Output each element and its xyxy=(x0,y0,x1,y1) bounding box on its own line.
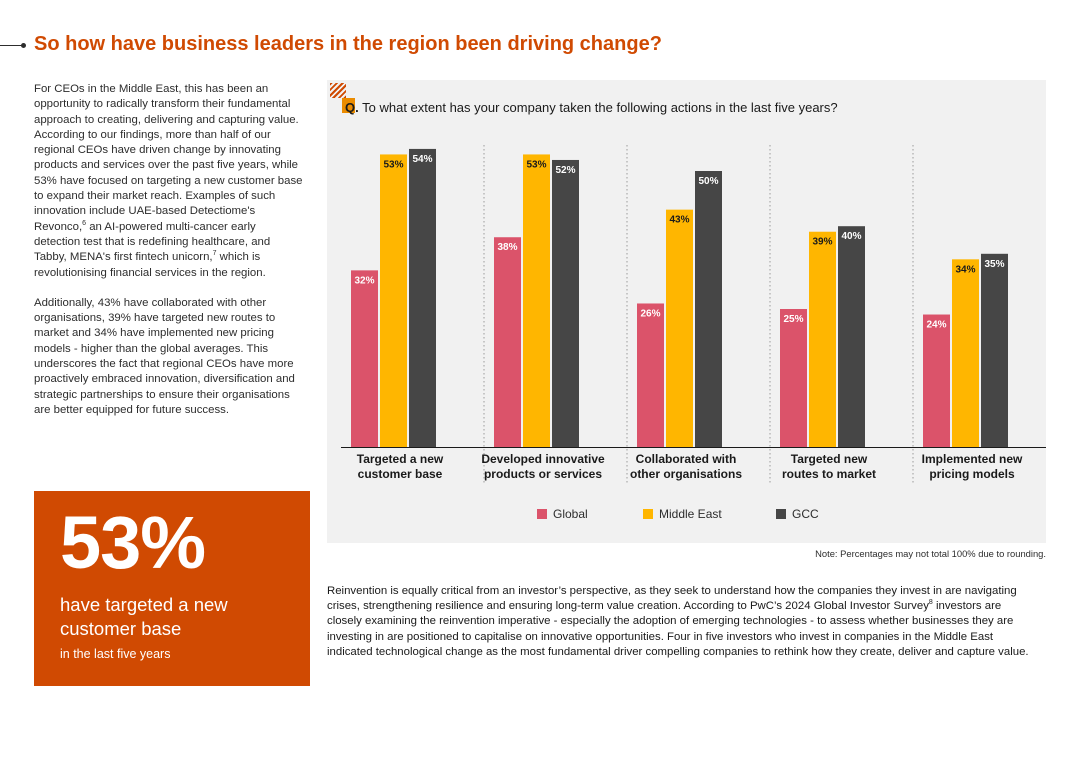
data-label: 38% xyxy=(497,242,517,253)
data-label: 40% xyxy=(841,231,861,242)
bar-middle-east xyxy=(380,154,407,447)
intro-text: For CEOs in the Middle East, this has be… xyxy=(34,82,304,433)
intro-p1-part1: For CEOs in the Middle East, this has be… xyxy=(34,83,303,233)
legend-label-middle-east: Middle East xyxy=(659,507,722,521)
page-title: So how have business leaders in the regi… xyxy=(34,33,662,55)
bar-global xyxy=(637,303,664,447)
data-label: 35% xyxy=(984,259,1004,270)
bar-gcc xyxy=(409,148,436,448)
bar-global xyxy=(351,270,378,447)
category-label: products or services xyxy=(484,467,602,481)
intro-paragraph-2: Additionally, 43% have collaborated with… xyxy=(34,296,295,416)
category-label: customer base xyxy=(358,467,443,481)
bar-middle-east xyxy=(809,231,836,447)
chart-panel: Q. To what extent has your company taken… xyxy=(327,80,1046,543)
data-label: 50% xyxy=(698,176,718,187)
bar-gcc xyxy=(552,159,579,447)
data-label: 39% xyxy=(812,237,832,248)
body-paragraph: Reinvention is equally critical from an … xyxy=(327,584,1039,660)
chart-question: Q. To what extent has your company taken… xyxy=(345,100,838,115)
category-label: Developed innovative xyxy=(481,452,605,466)
legend-swatch-global xyxy=(537,509,547,519)
chart-title: To what extent has your company taken th… xyxy=(362,100,838,115)
data-label: 54% xyxy=(412,154,432,165)
category-label: Targeted new xyxy=(791,452,868,466)
data-label: 26% xyxy=(640,308,660,319)
bar-global xyxy=(780,309,807,447)
title-rule-line xyxy=(0,45,22,46)
bar-gcc xyxy=(981,253,1008,447)
bar-gcc xyxy=(695,171,722,447)
bar-middle-east xyxy=(952,259,979,447)
legend-swatch-gcc xyxy=(776,509,786,519)
intro-p1-part3: which is revolutionising financial servi… xyxy=(34,251,266,279)
category-label: pricing models xyxy=(929,467,1015,481)
callout-subtext: in the last five years xyxy=(60,647,171,661)
legend-swatch-middle-east xyxy=(643,509,653,519)
data-label: 25% xyxy=(783,314,803,325)
body-part2: investors are closely examining the rein… xyxy=(327,600,1029,658)
question-badge xyxy=(342,98,355,113)
data-label: 53% xyxy=(526,159,546,170)
footnote-ref-6: 6 xyxy=(82,219,87,227)
callout-text: have targeted a new customer base xyxy=(60,594,228,639)
body-part1: Reinvention is equally critical from an … xyxy=(327,585,1017,613)
legend-item-global: Global xyxy=(537,507,588,521)
bar-global xyxy=(494,237,521,447)
category-label: routes to market xyxy=(782,467,876,481)
callout-number: 53% xyxy=(60,501,206,584)
category-label: Collaborated with xyxy=(636,452,737,466)
footnote-ref-8: 8 xyxy=(928,599,933,607)
category-label: Implemented new xyxy=(922,452,1023,466)
bar-middle-east xyxy=(666,209,693,447)
chart-note: Note: Percentages may not total 100% due… xyxy=(815,548,1046,559)
data-label: 43% xyxy=(669,215,689,226)
legend-label-global: Global xyxy=(553,507,588,521)
data-label: 52% xyxy=(555,165,575,176)
bar-middle-east xyxy=(523,154,550,447)
category-label: other organisations xyxy=(630,467,742,481)
category-label: Targeted a new xyxy=(357,452,444,466)
intro-paragraph-1: For CEOs in the Middle East, this has be… xyxy=(34,82,304,281)
data-label: 34% xyxy=(955,264,975,275)
legend-label-gcc: GCC xyxy=(792,507,819,521)
bar-global xyxy=(923,314,950,447)
stat-callout: 53% have targeted a new customer base in… xyxy=(34,491,310,686)
bar-gcc xyxy=(838,226,865,447)
legend-item-middle-east: Middle East xyxy=(643,507,722,521)
footnote-ref-7: 7 xyxy=(212,250,217,258)
intro-p1-part2: an AI-powered multi-cancer early detecti… xyxy=(34,220,271,264)
hatch-pattern-icon xyxy=(330,83,346,98)
legend-item-gcc: GCC xyxy=(776,507,819,521)
data-label: 24% xyxy=(926,320,946,331)
question-prefix: Q. xyxy=(345,100,359,115)
data-label: 32% xyxy=(354,275,374,286)
data-label: 53% xyxy=(383,159,403,170)
title-rule-dot xyxy=(21,43,26,48)
